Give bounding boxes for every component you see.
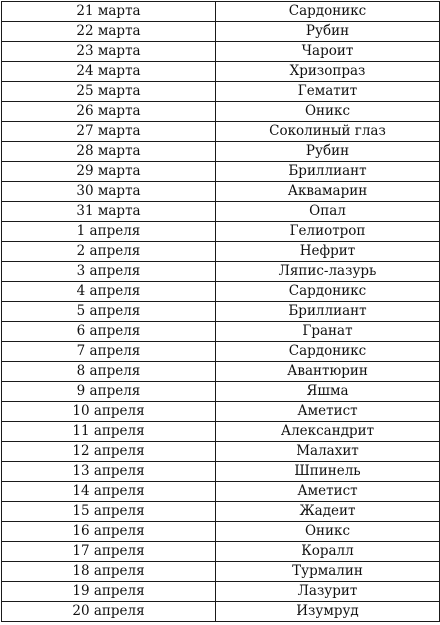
date-cell: 18 апреля: [1, 561, 216, 582]
stone-cell: Бриллиант: [215, 301, 440, 322]
table-row: 20 апреля Изумруд: [1, 601, 440, 622]
stone-cell: Александрит: [215, 421, 440, 442]
stone-cell: Гелиотроп: [215, 221, 440, 242]
table-row: 14 апреля Аметист: [1, 481, 440, 502]
table-row: 15 апреля Жадеит: [1, 501, 440, 522]
table-row: 6 апреля Гранат: [1, 321, 440, 342]
date-cell: 4 апреля: [1, 281, 216, 302]
table-row: 31 марта Опал: [1, 201, 440, 222]
table-row: 10 апреля Аметист: [1, 401, 440, 422]
date-cell: 2 апреля: [1, 241, 216, 262]
date-cell: 7 апреля: [1, 341, 216, 362]
date-cell: 14 апреля: [1, 481, 216, 502]
table-row: 2 апреля Нефрит: [1, 241, 440, 262]
stone-cell: Аметист: [215, 401, 440, 422]
stone-cell: Сардоникс: [215, 1, 440, 22]
date-cell: 20 апреля: [1, 601, 216, 622]
table-row: 12 апреля Малахит: [1, 441, 440, 462]
table-row: 4 апреля Сардоникс: [1, 281, 440, 302]
stone-cell: Сардоникс: [215, 341, 440, 362]
table-row: 28 марта Рубин: [1, 141, 440, 162]
stone-cell: Хризопраз: [215, 61, 440, 82]
table-row: 27 марта Соколиный глаз: [1, 121, 440, 142]
table-row: 19 апреля Лазурит: [1, 581, 440, 602]
stone-cell: Яшма: [215, 381, 440, 402]
stone-cell: Авантюрин: [215, 361, 440, 382]
stone-cell: Жадеит: [215, 501, 440, 522]
table-row: 22 марта Рубин: [1, 21, 440, 42]
stone-cell: Оникс: [215, 101, 440, 122]
table-row: 8 апреля Авантюрин: [1, 361, 440, 382]
date-cell: 8 апреля: [1, 361, 216, 382]
date-cell: 23 марта: [1, 41, 216, 62]
table-row: 24 марта Хризопраз: [1, 61, 440, 82]
stone-cell: Оникс: [215, 521, 440, 542]
date-cell: 21 марта: [1, 1, 216, 22]
date-cell: 10 апреля: [1, 401, 216, 422]
table-row: 16 апреля Оникс: [1, 521, 440, 542]
stone-cell: Аквамарин: [215, 181, 440, 202]
table-row: 1 апреля Гелиотроп: [1, 221, 440, 242]
stone-cell: Рубин: [215, 21, 440, 42]
stone-cell: Бриллиант: [215, 161, 440, 182]
stone-cell: Чароит: [215, 41, 440, 62]
date-cell: 17 апреля: [1, 541, 216, 562]
stone-cell: Гематит: [215, 81, 440, 102]
date-cell: 13 апреля: [1, 461, 216, 482]
date-cell: 16 апреля: [1, 521, 216, 542]
table-row: 29 марта Бриллиант: [1, 161, 440, 182]
stone-cell: Гранат: [215, 321, 440, 342]
stone-cell: Сардоникс: [215, 281, 440, 302]
table-row: 30 марта Аквамарин: [1, 181, 440, 202]
date-cell: 25 марта: [1, 81, 216, 102]
date-cell: 19 апреля: [1, 581, 216, 602]
table-row: 5 апреля Бриллиант: [1, 301, 440, 322]
stone-cell: Шпинель: [215, 461, 440, 482]
stone-cell: Коралл: [215, 541, 440, 562]
table-row: 17 апреля Коралл: [1, 541, 440, 562]
date-cell: 28 марта: [1, 141, 216, 162]
date-cell: 3 апреля: [1, 261, 216, 282]
date-cell: 29 марта: [1, 161, 216, 182]
table-row: 23 марта Чароит: [1, 41, 440, 62]
date-cell: 5 апреля: [1, 301, 216, 322]
date-cell: 30 марта: [1, 181, 216, 202]
date-cell: 27 марта: [1, 121, 216, 142]
stone-cell: Опал: [215, 201, 440, 222]
stone-cell: Рубин: [215, 141, 440, 162]
date-cell: 9 апреля: [1, 381, 216, 402]
stone-cell: Лазурит: [215, 581, 440, 602]
stone-cell: Турмалин: [215, 561, 440, 582]
stone-cell: Аметист: [215, 481, 440, 502]
date-cell: 22 марта: [1, 21, 216, 42]
stone-cell: Изумруд: [215, 601, 440, 622]
stone-cell: Соколиный глаз: [215, 121, 440, 142]
date-cell: 11 апреля: [1, 421, 216, 442]
table-row: 7 апреля Сардоникс: [1, 341, 440, 362]
table-row: 21 марта Сардоникс: [1, 1, 440, 22]
date-cell: 31 марта: [1, 201, 216, 222]
stone-cell: Малахит: [215, 441, 440, 462]
table-row: 3 апреля Ляпис-лазурь: [1, 261, 440, 282]
date-cell: 1 апреля: [1, 221, 216, 242]
date-cell: 6 апреля: [1, 321, 216, 342]
date-cell: 24 марта: [1, 61, 216, 82]
table-row: 26 марта Оникс: [1, 101, 440, 122]
date-cell: 12 апреля: [1, 441, 216, 462]
stone-cell: Нефрит: [215, 241, 440, 262]
table-row: 25 марта Гематит: [1, 81, 440, 102]
stone-cell: Ляпис-лазурь: [215, 261, 440, 282]
table-row: 9 апреля Яшма: [1, 381, 440, 402]
table-row: 11 апреля Александрит: [1, 421, 440, 442]
date-cell: 26 марта: [1, 101, 216, 122]
date-cell: 15 апреля: [1, 501, 216, 522]
table-row: 18 апреля Турмалин: [1, 561, 440, 582]
table-row: 13 апреля Шпинель: [1, 461, 440, 482]
